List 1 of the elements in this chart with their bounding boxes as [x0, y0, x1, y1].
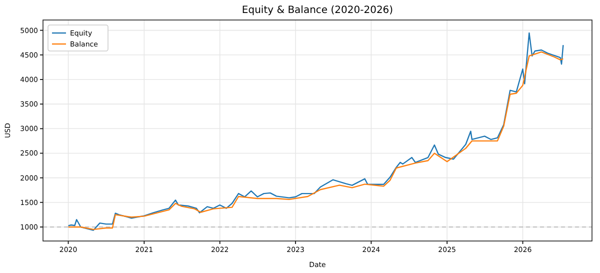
chart-title: Equity & Balance (2020-2026) [242, 5, 394, 16]
